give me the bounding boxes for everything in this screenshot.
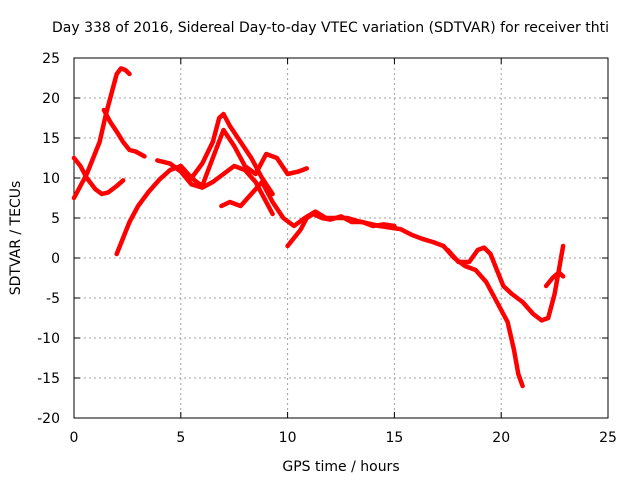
y-tick-label: -10: [37, 331, 60, 347]
series-arc-9: [445, 243, 566, 323]
y-tick-label: -15: [37, 371, 60, 387]
x-tick-label: 10: [279, 430, 297, 446]
series-arc-3: [101, 107, 147, 159]
x-tick-label: 0: [70, 430, 79, 446]
series-arc-2: [71, 66, 132, 201]
series-arc-1: [71, 155, 126, 197]
chart-title: Day 338 of 2016, Sidereal Day-to-day VTE…: [52, 20, 609, 36]
x-tick-label: 15: [385, 430, 403, 446]
series-arc-6: [178, 127, 310, 189]
x-tick-label: 5: [176, 430, 185, 446]
y-tick-label: 25: [42, 51, 60, 67]
y-tick-label: 15: [42, 131, 60, 147]
x-axis: 0 5 10 15 20 25: [70, 58, 617, 446]
series-arc-10: [543, 270, 566, 289]
y-tick-label: 10: [42, 171, 60, 187]
y-axis-label: SDTVAR / TECUs: [8, 181, 24, 296]
x-axis-label: GPS time / hours: [282, 459, 399, 475]
series-arc-8: [285, 211, 397, 249]
y-tick-label: 20: [42, 91, 60, 107]
y-axis: 25 20 15 10 5 0 -5 -10 -15 -20: [37, 51, 608, 427]
series-arc-7: [219, 179, 525, 389]
y-tick-label: -20: [37, 411, 60, 427]
x-tick-label: 20: [492, 430, 510, 446]
x-tick-label: 25: [599, 430, 617, 446]
grid: [74, 58, 608, 418]
y-tick-label: 0: [51, 251, 60, 267]
data-series: [71, 66, 566, 389]
y-tick-label: -5: [46, 291, 60, 307]
y-tick-label: 5: [51, 211, 60, 227]
series-arc-4: [114, 111, 275, 257]
plot-frame: [73, 57, 609, 419]
